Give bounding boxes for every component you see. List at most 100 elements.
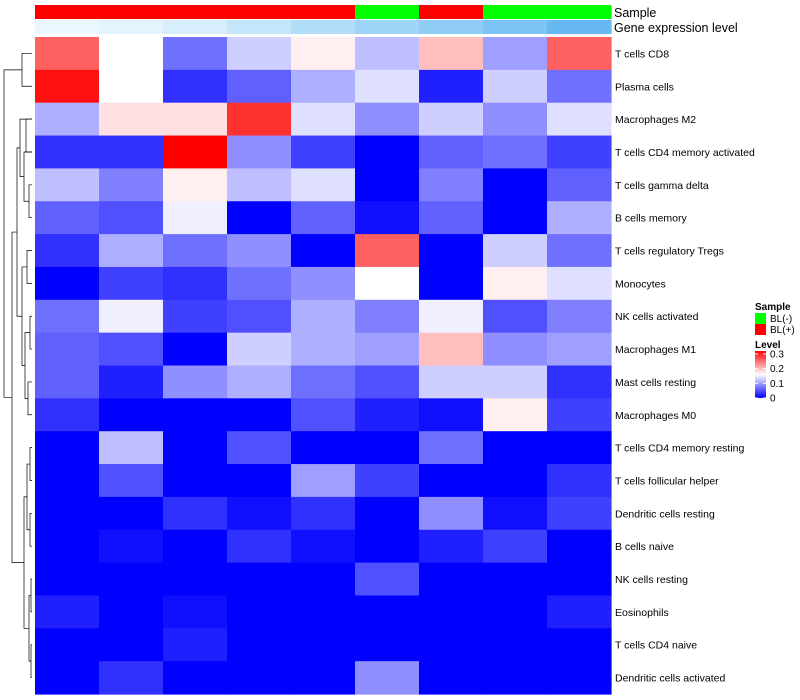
heatmap-cell <box>547 529 612 564</box>
heatmap-cell <box>35 562 100 597</box>
heatmap-cell <box>35 102 100 137</box>
heatmap-cell <box>99 496 164 531</box>
gene-expression-annotation-cell <box>355 20 420 34</box>
heatmap-cell <box>547 299 612 334</box>
heatmap-cell <box>355 496 420 531</box>
heatmap-cell <box>227 102 292 137</box>
heatmap-cell <box>483 496 548 531</box>
heatmap-cell <box>483 661 548 695</box>
legend-tick-label: 0 <box>770 394 776 405</box>
heatmap-cell <box>483 529 548 564</box>
heatmap-cell <box>419 562 484 597</box>
heatmap-cell <box>483 135 548 169</box>
heatmap-cell <box>35 332 100 367</box>
heatmap-cell <box>35 595 100 629</box>
heatmap-cell <box>547 201 612 235</box>
heatmap-cell <box>163 628 228 662</box>
legend-title-sample: Sample <box>755 302 791 313</box>
sample-annotation-cell <box>419 5 484 19</box>
heatmap-cell <box>355 299 420 334</box>
row-label: T cells CD8 <box>615 48 669 60</box>
heatmap-cell <box>547 628 612 662</box>
sample-annotation-cell <box>483 5 548 19</box>
dendrogram-branch <box>30 578 32 613</box>
heatmap-cell <box>35 69 100 104</box>
heatmap-cell <box>99 661 164 695</box>
row-label: B cells memory <box>615 213 688 225</box>
heatmap-cell <box>355 135 420 169</box>
heatmap-cell <box>547 398 612 432</box>
heatmap-cell <box>419 661 484 695</box>
heatmap-cell <box>35 661 100 695</box>
heatmap-cell <box>35 234 100 268</box>
heatmap-cell <box>227 332 292 367</box>
heatmap-cell <box>227 299 292 334</box>
heatmap-cell <box>163 37 228 71</box>
dendrogram-branch <box>21 53 32 87</box>
heatmap-cell <box>227 496 292 531</box>
heatmap-cell <box>35 37 100 71</box>
heatmap-cell <box>99 69 164 104</box>
heatmap-cell <box>483 464 548 498</box>
heatmap-cell <box>355 37 420 71</box>
gene-expression-annotation-cell <box>35 20 100 34</box>
heatmap-cell <box>419 69 484 104</box>
heatmap-cell <box>163 266 228 301</box>
heatmap-cell <box>35 299 100 334</box>
heatmap-cell <box>99 266 164 301</box>
heatmap-cell <box>291 266 356 301</box>
heatmap-cell <box>483 201 548 235</box>
heatmap-cell <box>291 168 356 202</box>
sample-annotation-cell <box>227 5 292 19</box>
heatmap-cell <box>227 628 292 662</box>
heatmap-cell <box>35 135 100 169</box>
heatmap-cell <box>163 398 228 432</box>
sample-annotation-cell <box>355 5 420 19</box>
heatmap-cell <box>227 595 292 629</box>
gene-expression-annotation-cell <box>99 20 164 34</box>
row-label: Dendritic cells activated <box>615 673 725 685</box>
heatmap-cell <box>99 628 164 662</box>
heatmap-cell <box>547 496 612 531</box>
heatmap-cell <box>163 299 228 334</box>
heatmap-cell <box>227 266 292 301</box>
row-label: T cells regulatory Tregs <box>615 246 724 258</box>
heatmap-cell <box>35 496 100 531</box>
heatmap-cell <box>35 365 100 399</box>
heatmap-cell <box>291 562 356 597</box>
heatmap-cell <box>291 102 356 137</box>
heatmap-cell <box>355 266 420 301</box>
legend-swatch <box>755 324 766 335</box>
row-label: Monocytes <box>615 278 666 290</box>
heatmap-cell <box>355 102 420 137</box>
heatmap-cell <box>163 529 228 564</box>
heatmap-cell <box>547 135 612 169</box>
heatmap-cell <box>483 332 548 367</box>
row-label: Plasma cells <box>615 81 674 93</box>
heatmap-cell <box>99 37 164 71</box>
heatmap-cell <box>355 398 420 432</box>
heatmap-cell <box>99 464 164 498</box>
heatmap-cell <box>163 102 228 137</box>
heatmap-cell <box>99 332 164 367</box>
sample-annotation-cell <box>291 5 356 19</box>
heatmap-cell <box>35 398 100 432</box>
row-label: Macrophages M2 <box>615 114 696 126</box>
heatmap-cell <box>227 201 292 235</box>
heatmap-cell <box>163 234 228 268</box>
heatmap-cell <box>99 365 164 399</box>
legend-sample-items: BL(-)BL(+) <box>755 313 795 336</box>
heatmap-cell <box>227 168 292 202</box>
heatmap-cell <box>291 332 356 367</box>
legend-swatch <box>755 313 766 324</box>
heatmap-cell <box>291 365 356 399</box>
row-label: NK cells activated <box>615 311 699 323</box>
heatmap-cell <box>291 628 356 662</box>
heatmap-cell <box>547 332 612 367</box>
heatmap-cells <box>35 37 612 695</box>
heatmap-cell <box>99 102 164 137</box>
legend-tick-label: 0.2 <box>770 364 784 375</box>
heatmap-cell <box>419 135 484 169</box>
heatmap-cell <box>547 69 612 104</box>
heatmap-cell <box>547 562 612 597</box>
